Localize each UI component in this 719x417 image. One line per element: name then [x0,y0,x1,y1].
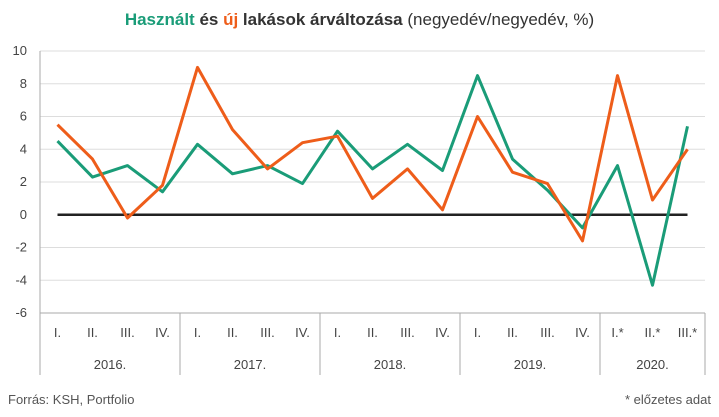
year-label: 2019. [514,357,547,372]
y-tick-label: 4 [20,141,27,156]
title-rest-label: lakások árváltozása [238,10,403,29]
series-line-new [56,65,689,243]
source-note: Forrás: KSH, Portfolio [8,392,135,407]
quarter-label: I. [334,325,341,340]
quarter-label: III. [400,325,414,340]
quarter-label: III.* [678,325,698,340]
y-tick-label: 0 [20,207,27,222]
quarter-label: I. [474,325,481,340]
y-tick-label: 8 [20,76,27,91]
quarter-label: II. [87,325,98,340]
quarter-label: II. [227,325,238,340]
quarter-label: III. [120,325,134,340]
y-tick-label: -2 [15,240,27,255]
quarter-label: I. [194,325,201,340]
y-tick-label: 6 [20,109,27,124]
title-used-label: Használt [124,10,195,29]
title-unit-label: (negyedév/negyedév, %) [402,10,595,29]
quarter-label: IV. [575,325,590,340]
quarter-label: II. [507,325,518,340]
year-label: 2016. [94,357,127,372]
quarter-label: III. [260,325,274,340]
quarter-label: IV. [155,325,170,340]
y-tick-label: 10 [13,43,27,58]
y-tick-label: -4 [15,272,27,287]
quarter-label: II. [367,325,378,340]
quarter-label: I.* [611,325,623,340]
title-new-label: új [223,10,239,29]
preliminary-note: * előzetes adat [624,392,711,407]
quarter-label: I. [54,325,61,340]
quarter-label: IV. [295,325,310,340]
chart-title: Használt és új lakások árváltozása (negy… [0,10,719,30]
y-tick-label: 2 [20,174,27,189]
year-label: 2017. [234,357,267,372]
series-line-used [56,74,689,287]
quarter-label: II.* [645,325,661,340]
quarter-label: IV. [435,325,450,340]
year-label: 2020. [636,357,669,372]
year-label: 2018. [374,357,407,372]
title-and-label: és [194,10,224,29]
quarter-label: III. [540,325,554,340]
y-tick-label: -6 [15,305,27,320]
